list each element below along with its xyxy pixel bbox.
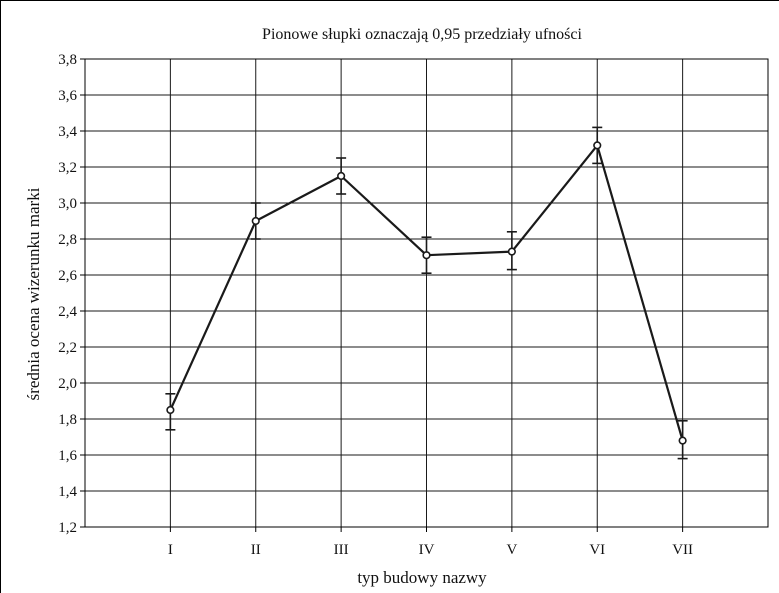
y-tick-label: 1,4	[58, 484, 77, 500]
x-tick-label: II	[251, 542, 261, 558]
y-tick-label: 2,8	[58, 232, 77, 248]
y-axis-label: średnia ocena wizerunku marki	[24, 187, 43, 400]
y-axis: 1,2 1,4 1,6 1,8 2,0 2,2 2,4 2,6 2,8 3,0 3,2 3,4 3,6 3…	[58, 52, 85, 536]
x-axis: I II III IV V VI VII	[168, 527, 693, 558]
y-tick-label: 2,6	[58, 268, 77, 284]
y-tick-label: 1,8	[58, 412, 77, 428]
y-tick-label: 2,4	[58, 304, 77, 320]
y-tick-label: 1,6	[58, 448, 77, 464]
y-tick-label: 2,2	[58, 340, 77, 356]
data-point	[593, 141, 602, 150]
data-point	[422, 251, 431, 260]
x-tick-label: V	[506, 542, 517, 558]
y-tick-label: 3,6	[58, 88, 77, 104]
x-tick-label: IV	[419, 542, 435, 558]
y-tick-label: 3,0	[58, 196, 77, 212]
data-point	[251, 216, 260, 226]
y-tick-label: 3,2	[58, 160, 77, 176]
y-tick-label: 3,8	[58, 52, 77, 68]
data-point	[678, 436, 687, 445]
x-axis-label: typ budowy nazwy	[357, 568, 487, 587]
data-point	[337, 171, 346, 181]
data-point	[166, 405, 175, 415]
data-point	[507, 247, 516, 256]
y-tick-label: 3,4	[58, 124, 77, 140]
x-tick-label: I	[168, 542, 173, 558]
chart-title: Pionowe słupki oznaczają 0,95 przedziały…	[262, 26, 582, 43]
series-group	[165, 126, 688, 460]
x-tick-label: VI	[589, 542, 605, 558]
y-tick-label: 2,0	[58, 376, 77, 392]
x-tick-label: III	[334, 542, 349, 558]
y-tick-label: 1,2	[58, 520, 77, 536]
x-tick-label: VII	[672, 542, 693, 558]
grid-lines	[85, 58, 768, 528]
